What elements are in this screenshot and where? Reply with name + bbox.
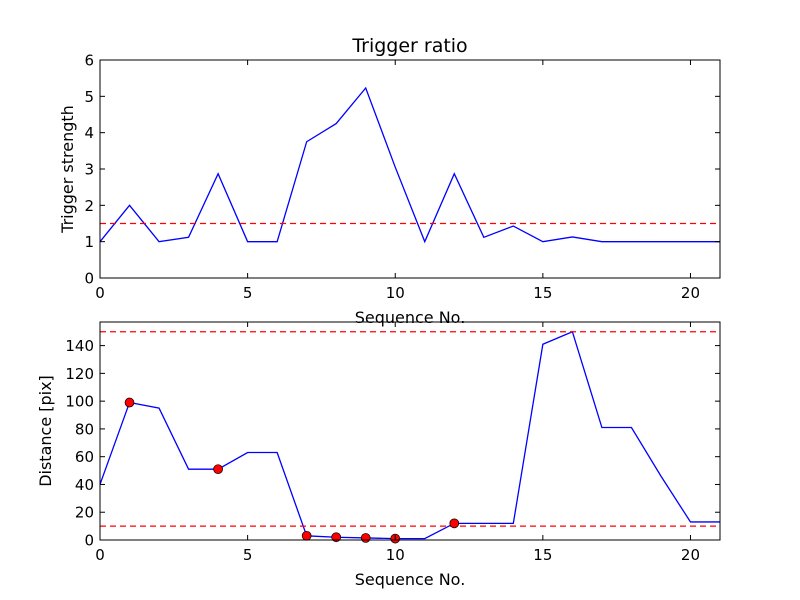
- trigger-marker: [213, 464, 223, 475]
- distance-panel: 0 5 10 15 20 0 20 40 60 80 100 120 140 Sequence No. Di…: [36, 321, 721, 589]
- x-tick-label: 20: [681, 284, 700, 302]
- y-tick-label: 80: [75, 420, 94, 438]
- trigger-marker: [301, 530, 312, 541]
- plot-data-area: [100, 330, 720, 540]
- y-tick-label: 0: [84, 532, 94, 550]
- y-tick-label: 40: [75, 476, 94, 494]
- y-tick-label: 4: [84, 124, 94, 142]
- trigger-marker: [331, 532, 342, 543]
- plot-data-area: [100, 86, 720, 244]
- y-tick-label: 6: [84, 52, 94, 70]
- y-tick-label: 3: [84, 161, 94, 179]
- x-tick-label: 0: [95, 546, 105, 564]
- x-tick-label: 0: [95, 284, 105, 302]
- y-axis-label: Distance [pix]: [36, 375, 55, 487]
- y-tick-label: 60: [75, 448, 94, 466]
- x-tick-label: 15: [533, 546, 552, 564]
- y-tick-label: 20: [75, 504, 94, 522]
- x-tick-label: 20: [681, 546, 700, 564]
- y-tick-label: 5: [84, 88, 94, 106]
- x-tick-label: 10: [386, 284, 405, 302]
- x-axis-label: Sequence No.: [355, 308, 466, 327]
- series-line: [100, 330, 720, 540]
- trigger-marker: [124, 397, 135, 408]
- y-tick-label: 120: [65, 365, 94, 383]
- y-tick-label: 140: [65, 337, 94, 355]
- trigger-marker: [360, 533, 371, 543]
- series-line: [100, 86, 720, 244]
- y-tick-label: 1: [84, 233, 94, 251]
- y-tick-label: 0: [84, 270, 94, 288]
- y-tick-label: 100: [65, 393, 94, 411]
- y-tick-label: 2: [84, 197, 94, 215]
- x-axis-label: Sequence No.: [355, 570, 466, 589]
- axes-frame: [99, 321, 721, 541]
- y-axis-label: Trigger strength: [58, 105, 77, 234]
- x-tick-label: 5: [243, 546, 253, 564]
- chart-title: Trigger ratio: [351, 35, 467, 57]
- x-tick-label: 15: [533, 284, 552, 302]
- x-tick-label: 10: [386, 546, 405, 564]
- x-tick-label: 5: [243, 284, 253, 302]
- trigger-marker: [449, 518, 460, 529]
- trigger-ratio-panel: 0 5 10 15 20 0 1 2 3 4 5 6 Sequence No. Trigger stren…: [58, 35, 721, 327]
